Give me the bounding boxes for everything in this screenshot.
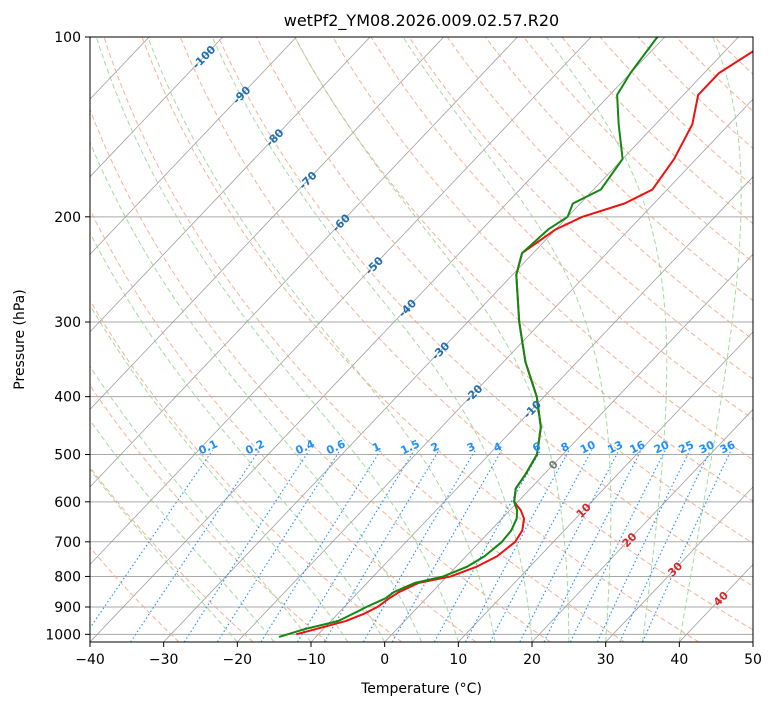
- mixing-ratio-label: 13: [606, 438, 625, 456]
- profile-lines: [278, 37, 753, 638]
- mixing-ratio-line: [619, 450, 711, 642]
- mixing-ratio-line: [216, 450, 341, 642]
- mixing-ratio-label: 25: [677, 438, 696, 456]
- y-tick-label: 500: [54, 448, 81, 464]
- mixing-ratio-label: 36: [718, 438, 738, 456]
- isotherm-line: [90, 37, 518, 488]
- isotherm-line: [90, 37, 666, 642]
- moist-adiabat-line: [546, 37, 668, 642]
- x-tick-label: −40: [75, 652, 105, 668]
- x-tick-label: −30: [149, 652, 179, 668]
- moist-adiabat-line: [90, 141, 422, 642]
- background-lines: [90, 37, 753, 642]
- x-tick-label: 10: [449, 652, 467, 668]
- mixing-ratio-line: [323, 450, 440, 642]
- moist-adiabat-line: [90, 304, 349, 642]
- mixing-ratio-line: [296, 450, 415, 642]
- isotherm-line: [605, 486, 753, 642]
- isotherm-line: [531, 408, 753, 642]
- dry-adiabat-line: [90, 299, 403, 642]
- mixing-ratio-line: [596, 450, 691, 642]
- x-axis-label: Temperature (°C): [360, 681, 482, 697]
- mixing-ratio-line: [464, 450, 570, 642]
- x-tick-label: 30: [597, 652, 615, 668]
- x-tick-label: 40: [670, 652, 688, 668]
- dry-adiabat-line: [217, 37, 753, 587]
- y-tick-label: 200: [54, 210, 81, 226]
- isotherm-line: [90, 37, 445, 410]
- dry-adiabat-line: [294, 37, 753, 502]
- mixing-ratio-line: [642, 450, 732, 642]
- isotherm-line: [384, 253, 753, 642]
- dry-adiabat-line: [637, 37, 753, 150]
- isotherm-line: [90, 37, 224, 178]
- x-tick-label: −20: [223, 652, 253, 668]
- moist-adiabat-line: [402, 37, 612, 642]
- x-tick-label: −10: [296, 652, 326, 668]
- y-axis: 100 200 300 400 500 600 700 800 900 1000: [45, 30, 90, 643]
- x-tick-label: 20: [523, 652, 541, 668]
- mixing-ratio-line: [391, 450, 503, 642]
- dry-adiabat-line: [103, 37, 625, 642]
- plot-frame: [89, 36, 754, 643]
- isotherm-line: [310, 176, 753, 642]
- moist-adiabat-line: [211, 37, 533, 642]
- x-tick-label: 0: [380, 652, 389, 668]
- moist-adiabat-line: [147, 37, 496, 642]
- y-tick-label: 100: [54, 30, 81, 46]
- dry-adiabat-line: [370, 37, 753, 420]
- mixing-ratio-line: [489, 450, 593, 642]
- y-tick-label: 300: [54, 315, 81, 331]
- isotherm-line: [90, 37, 371, 333]
- y-tick-label: 1000: [45, 627, 81, 643]
- dry-adiabat-line: [408, 37, 753, 380]
- mixing-ratio-line: [130, 450, 260, 642]
- isotherm-line: [237, 98, 753, 642]
- y-tick-label: 900: [54, 600, 81, 616]
- moist-adiabat-line: [90, 365, 312, 642]
- dry-adiabat-line: [179, 37, 753, 631]
- isotherm-line: [90, 37, 297, 255]
- dry-adiabat-line: [446, 37, 753, 341]
- dry-adiabat-line: [90, 208, 477, 642]
- x-tick-label: 50: [744, 652, 762, 668]
- mixing-ratio-label: 20: [652, 438, 672, 456]
- moist-adiabat-line: [678, 37, 742, 642]
- mixing-ratio-line: [260, 450, 381, 642]
- y-tick-label: 400: [54, 390, 81, 406]
- y-tick-label: 800: [54, 569, 81, 585]
- isotherm-line: [90, 37, 592, 566]
- dry-adiabat-line: [523, 37, 753, 263]
- mixing-ratio-line: [433, 450, 541, 642]
- isotherm-line: [458, 331, 753, 642]
- dry-adiabat-line: [561, 37, 753, 225]
- mixing-ratio-label: 30: [697, 438, 717, 456]
- y-tick-label: 700: [54, 535, 81, 551]
- dewpoint-profile-line: [278, 37, 659, 638]
- isotherm-line: [163, 37, 739, 642]
- dry-adiabat-line: [141, 37, 700, 642]
- y-tick-label: 600: [54, 495, 81, 511]
- moist-adiabat-line: [95, 37, 459, 642]
- mixing-ratio-line: [362, 450, 476, 642]
- moist-adiabat-line: [294, 37, 570, 642]
- x-axis: −40 −30 −20 −10 0 10 20 30 40 50: [75, 642, 762, 668]
- mixing-ratio-label: 16: [628, 438, 648, 456]
- dry-adiabat-line: [256, 37, 753, 544]
- moist-adiabat-line: [90, 231, 386, 642]
- y-axis-label: Pressure (hPa): [12, 289, 28, 389]
- dry-adiabat-line: [90, 108, 551, 642]
- chart-title: wetPf2_YM08.2026.009.02.57.R20: [284, 11, 559, 31]
- moist-adiabat-line: [90, 468, 238, 642]
- mixing-ratio-line: [90, 450, 213, 629]
- mixing-ratio-label: 10: [578, 438, 598, 456]
